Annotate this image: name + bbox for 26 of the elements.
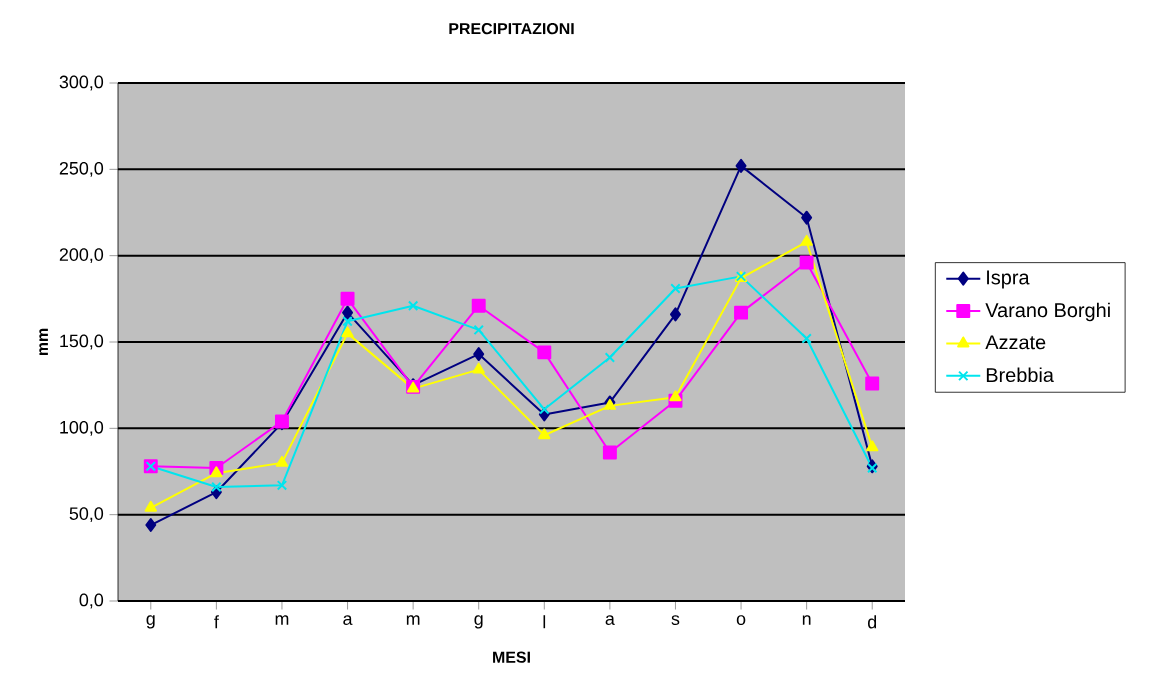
x-tick-label: m <box>275 615 289 625</box>
legend-label: Azzate <box>985 335 1046 350</box>
y-tick-label: 0,0 <box>79 593 104 609</box>
x-tick-label: a <box>343 615 353 626</box>
y-tick-label: 150,0 <box>60 334 104 350</box>
y-tick-label: 50,0 <box>69 507 104 523</box>
legend-label: Varano Borghi <box>985 302 1110 322</box>
x-tick-label: f <box>214 615 219 629</box>
x-axis-title: MESI <box>493 651 530 663</box>
chart-title: PRECIPITAZIONI <box>449 22 574 35</box>
x-tick-label: s <box>671 615 680 626</box>
y-tick-label: 200,0 <box>59 248 104 264</box>
x-tick-label: n <box>802 615 811 625</box>
x-tick-label: g <box>474 615 483 629</box>
y-axis-title: mm <box>39 328 48 356</box>
x-tick-label: m <box>406 615 420 625</box>
y-tick-label: 250,0 <box>59 161 104 177</box>
x-tick-label: d <box>867 615 877 629</box>
x-tick-label: a <box>605 615 615 626</box>
x-tick-label: o <box>736 615 746 626</box>
y-tick-label: 300,0 <box>59 75 104 91</box>
legend-label: Brebbia <box>986 367 1054 383</box>
x-tick-label: l <box>543 615 546 629</box>
y-tick-label: 100,0 <box>60 420 104 436</box>
legend-label: Ispra <box>987 270 1030 289</box>
x-tick-label: g <box>146 615 155 629</box>
